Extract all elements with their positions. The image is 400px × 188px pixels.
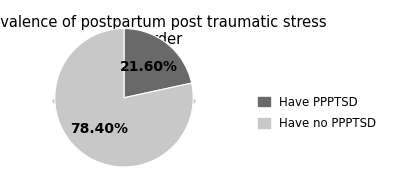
Text: 21.60%: 21.60% (120, 60, 178, 74)
Ellipse shape (53, 92, 195, 110)
Text: 78.40%: 78.40% (70, 122, 128, 136)
Text: Prevalence of postpartum post traumatic stress
disorder: Prevalence of postpartum post traumatic … (0, 15, 327, 47)
Wedge shape (55, 29, 193, 167)
Wedge shape (124, 29, 192, 98)
Legend: Have PPPTSD, Have no PPPTSD: Have PPPTSD, Have no PPPTSD (258, 96, 376, 130)
